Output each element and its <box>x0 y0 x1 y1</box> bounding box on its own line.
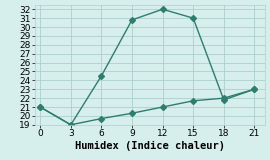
X-axis label: Humidex (Indice chaleur): Humidex (Indice chaleur) <box>75 141 225 151</box>
